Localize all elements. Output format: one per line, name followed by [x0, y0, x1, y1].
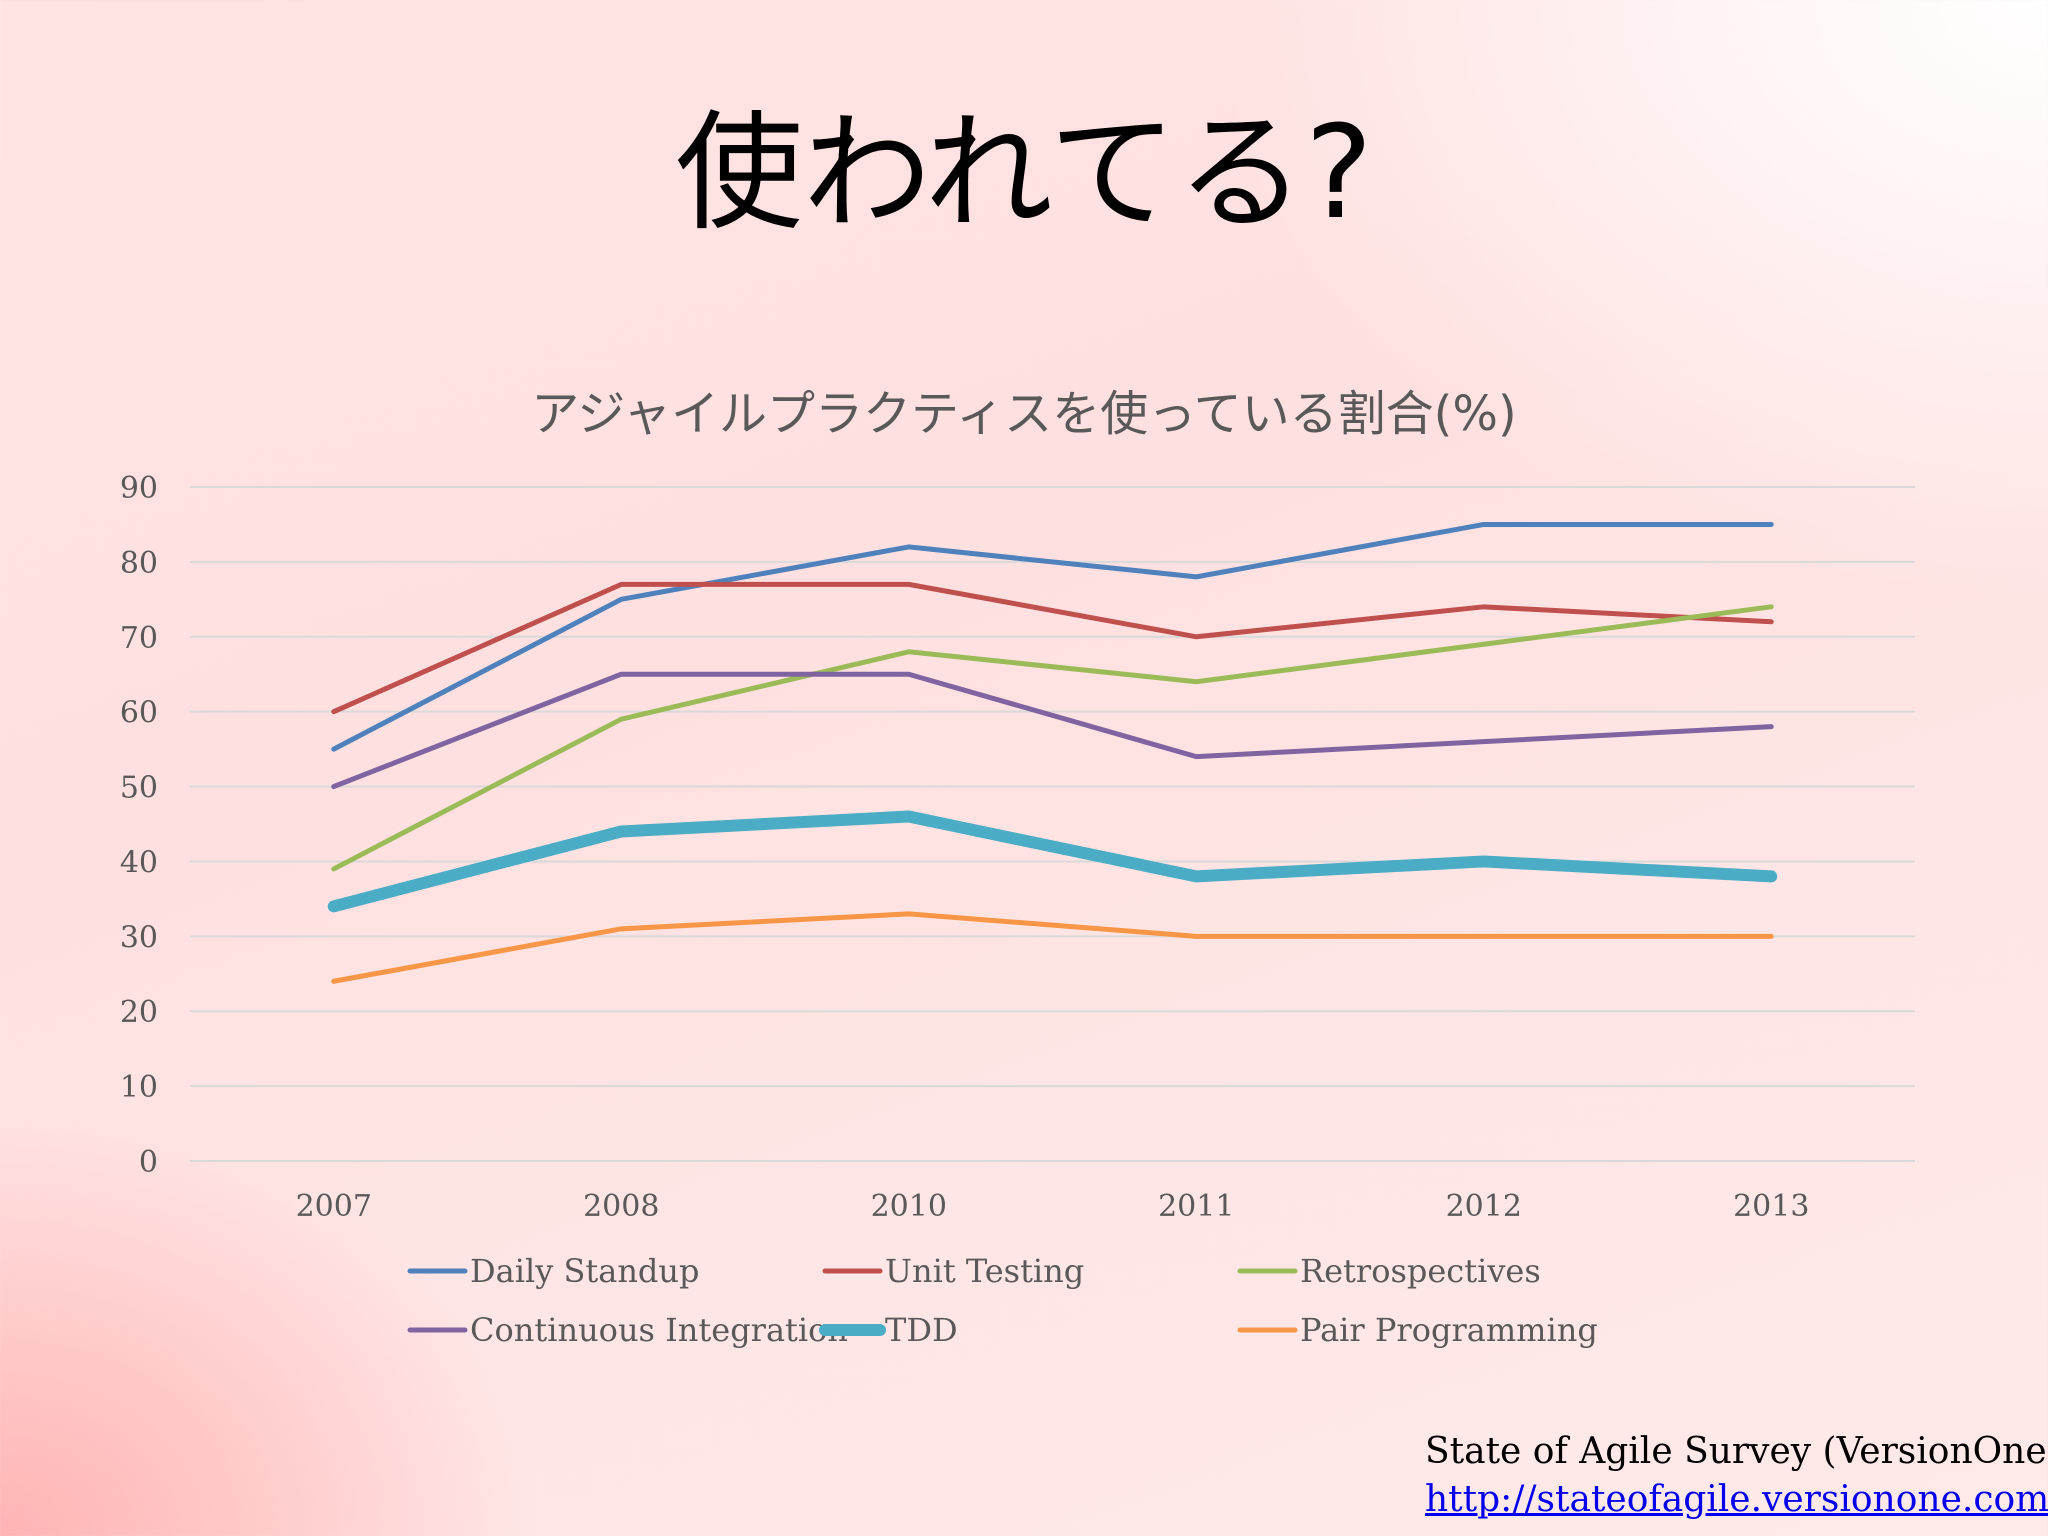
legend-item: Unit Testing — [822, 1252, 1084, 1290]
legend-label: Unit Testing — [885, 1252, 1084, 1290]
y-tick-label: 0 — [139, 1145, 158, 1180]
legend-item: TDD — [819, 1311, 958, 1349]
y-tick-label: 70 — [120, 621, 158, 656]
legend-item: Retrospectives — [1237, 1252, 1541, 1290]
series-line-pair-programming — [331, 911, 1774, 984]
y-tick-label: 30 — [120, 920, 158, 955]
series-line-retrospectives — [331, 604, 1774, 872]
x-tick-label: 2010 — [871, 1189, 947, 1224]
x-tick-label: 2012 — [1446, 1189, 1522, 1224]
slide-title: 使われてる? — [675, 99, 1373, 248]
x-tick-label: 2007 — [296, 1189, 372, 1224]
y-tick-label: 50 — [120, 771, 158, 806]
chart-title: アジャイルプラクティスを使っている割合(%) — [531, 386, 1516, 442]
legend-label: Daily Standup — [470, 1252, 700, 1290]
x-axis: 2007 2008 2010 2011 2012 2013 — [296, 1189, 1810, 1224]
chart-gridlines — [190, 486, 1915, 1162]
x-tick-label: 2008 — [583, 1189, 659, 1224]
series-line-tdd — [327, 810, 1778, 913]
line-chart: アジャイルプラクティスを使っている割合(%) 0 10 20 30 40 50 60 70 80… — [120, 386, 1915, 1349]
y-tick-label: 90 — [120, 471, 158, 506]
series-line-daily-standup — [331, 521, 1774, 752]
legend-item: Continuous Integration — [407, 1311, 848, 1349]
source-label: State of Agile Survey (VersionOne) — [1425, 1431, 2048, 1472]
series-line-unit-testing — [331, 581, 1774, 715]
x-tick-label: 2013 — [1733, 1189, 1809, 1224]
series-line-continuous-integration — [331, 671, 1774, 790]
source-citation: State of Agile Survey (VersionOne) http:… — [1425, 1428, 2048, 1524]
chart-legend: Daily Standup Unit Testing Retrospectives C… — [407, 1252, 1598, 1349]
legend-item: Daily Standup — [407, 1252, 700, 1290]
legend-label: TDD — [885, 1311, 958, 1349]
y-axis: 0 10 20 30 40 50 60 70 80 90 — [120, 471, 158, 1180]
y-tick-label: 20 — [120, 995, 158, 1030]
legend-item: Pair Programming — [1237, 1311, 1598, 1349]
legend-label: Retrospectives — [1300, 1252, 1541, 1290]
legend-label: Pair Programming — [1300, 1311, 1598, 1349]
y-tick-label: 60 — [120, 696, 158, 731]
legend-label: Continuous Integration — [470, 1311, 848, 1349]
source-link[interactable]: http://stateofagile.versionone.com/ — [1425, 1479, 2048, 1520]
y-tick-label: 80 — [120, 546, 158, 581]
x-tick-label: 2011 — [1158, 1189, 1234, 1224]
y-tick-label: 10 — [120, 1070, 158, 1105]
y-tick-label: 40 — [120, 845, 158, 880]
chart-series — [327, 521, 1778, 984]
